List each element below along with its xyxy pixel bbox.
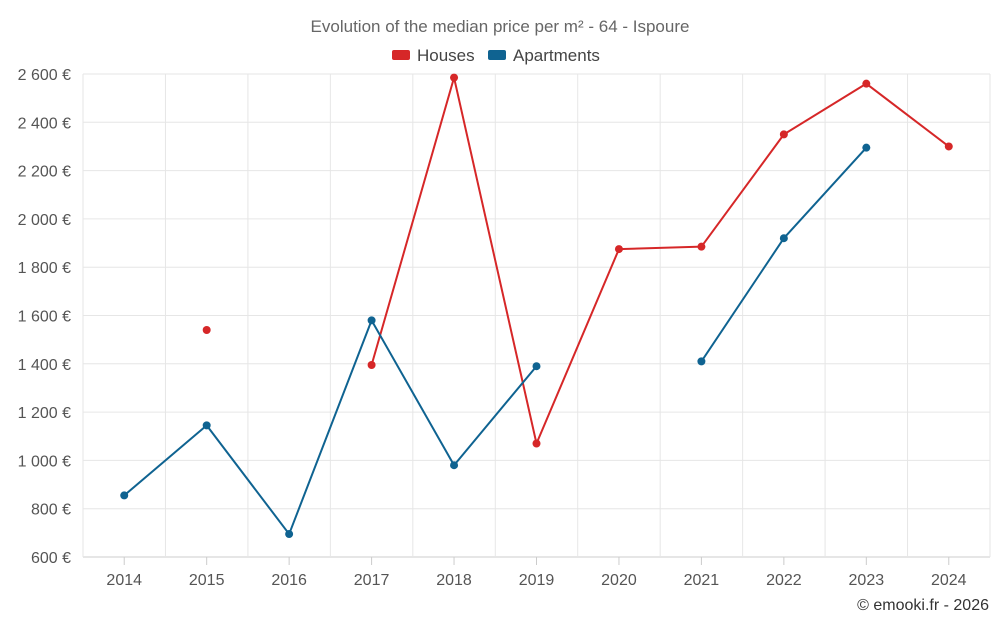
y-axis: 600 € 800 € 1 000 € 1 200 € 1 400 € 1 600 € 1 … xyxy=(18,67,71,567)
apartments-point xyxy=(202,421,211,430)
y-tick-label: 1 800 € xyxy=(18,260,71,277)
apartments-point xyxy=(532,362,541,371)
x-tick-label: 2017 xyxy=(354,572,390,589)
series-layer xyxy=(120,73,953,539)
apartments-line xyxy=(123,319,538,536)
houses-point xyxy=(697,242,706,251)
houses-point xyxy=(532,439,541,448)
x-tick-label: 2021 xyxy=(684,572,720,589)
x-tick-label: 2023 xyxy=(849,572,885,589)
credit-text: © emooki.fr - 2026 xyxy=(857,597,989,614)
houses-point xyxy=(779,130,788,139)
x-tick-label: 2024 xyxy=(931,572,967,589)
x-tick-label: 2020 xyxy=(601,572,637,589)
apartments-point xyxy=(367,316,376,325)
y-tick-label: 1 400 € xyxy=(18,357,71,374)
x-tick-label: 2014 xyxy=(106,572,142,589)
grid xyxy=(82,73,991,558)
x-tick-label: 2022 xyxy=(766,572,802,589)
x-tick-label: 2018 xyxy=(436,572,472,589)
houses-point xyxy=(367,361,376,370)
houses-point xyxy=(450,73,459,82)
y-tick-label: 2 600 € xyxy=(18,67,71,84)
x-tick-label: 2016 xyxy=(271,572,307,589)
y-tick-label: 2 000 € xyxy=(18,212,71,229)
y-tick-label: 1 200 € xyxy=(18,405,71,422)
houses-point xyxy=(614,245,623,254)
legend-swatch-apartments xyxy=(488,50,506,60)
houses-point xyxy=(202,325,211,334)
x-axis: 2014 2015 2016 2017 2018 2019 2020 2021 2022 2023… xyxy=(106,557,967,589)
chart-title: Evolution of the median price per m² - 6… xyxy=(311,17,690,36)
apartments-point xyxy=(779,234,788,243)
apartments-point xyxy=(697,357,706,366)
legend-swatch-houses xyxy=(392,50,410,60)
apartments-point xyxy=(285,530,294,539)
x-tick-label: 2019 xyxy=(519,572,555,589)
legend-label-apartments: Apartments xyxy=(513,46,600,65)
y-tick-label: 1 000 € xyxy=(18,453,71,470)
legend-label-houses: Houses xyxy=(417,46,475,65)
y-tick-label: 1 600 € xyxy=(18,309,71,326)
houses-line xyxy=(370,76,950,445)
apartments-line xyxy=(700,146,868,362)
apartments-point xyxy=(450,461,459,470)
houses-point xyxy=(944,142,953,151)
x-tick-label: 2015 xyxy=(189,572,225,589)
houses-point xyxy=(862,79,871,88)
apartments-point xyxy=(862,143,871,152)
y-tick-label: 600 € xyxy=(31,550,71,567)
apartments-point xyxy=(120,491,129,500)
legend: Houses Apartments xyxy=(392,46,600,65)
y-tick-label: 2 400 € xyxy=(18,115,71,132)
y-tick-label: 2 200 € xyxy=(18,164,71,181)
y-tick-label: 800 € xyxy=(31,502,71,519)
